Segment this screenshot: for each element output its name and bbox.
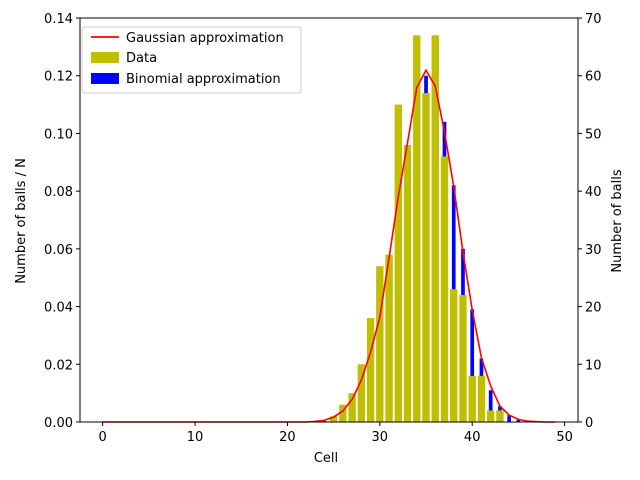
data-bar xyxy=(440,156,449,422)
data-bar xyxy=(348,393,356,422)
legend-binomial-label: Binomial approximation xyxy=(126,72,281,87)
data-bars xyxy=(329,35,504,423)
data-bar xyxy=(413,35,421,423)
x-axis-label: Cell xyxy=(314,451,338,466)
legend-binomial-swatch xyxy=(91,73,119,84)
data-bar xyxy=(468,375,476,422)
x-tick-label: 30 xyxy=(372,430,389,445)
data-bar xyxy=(394,104,402,423)
binomial-bar xyxy=(488,390,493,422)
y-tick-label-right: 60 xyxy=(585,70,602,85)
x-tick-label: 50 xyxy=(556,430,573,445)
y-tick-label-right: 10 xyxy=(585,358,602,373)
y-axis-label-right: Number of balls xyxy=(610,169,625,272)
data-bar xyxy=(366,318,375,422)
legend: Gaussian approximation Data Binomial app… xyxy=(81,26,302,94)
data-bar xyxy=(496,410,504,422)
binomial-bar xyxy=(516,419,521,422)
y-tick-label-left: 0.14 xyxy=(44,12,73,27)
y-tick-label-right: 40 xyxy=(585,185,602,200)
y-tick-label-left: 0.06 xyxy=(44,243,73,258)
data-bar xyxy=(459,295,467,422)
y-tick-label-right: 0 xyxy=(585,416,593,431)
data-bar xyxy=(431,35,439,423)
y-tick-label-right: 20 xyxy=(585,301,602,316)
x-tick-label: 20 xyxy=(279,430,296,445)
y-tick-label-right: 50 xyxy=(585,127,602,142)
data-bar xyxy=(357,364,366,422)
data-bar xyxy=(403,144,412,422)
y-tick-label-left: 0.00 xyxy=(44,416,73,431)
legend-box xyxy=(81,26,302,94)
data-bar xyxy=(329,416,338,422)
legend-data-swatch xyxy=(91,52,119,63)
data-bar xyxy=(450,289,458,422)
y-tick-label-right: 30 xyxy=(585,243,602,258)
data-bar xyxy=(376,266,384,422)
x-tick-label: 10 xyxy=(187,430,204,445)
y-tick-label-left: 0.08 xyxy=(44,185,73,200)
x-tick-label: 0 xyxy=(98,430,106,445)
legend-gaussian-label: Gaussian approximation xyxy=(126,31,284,46)
plot-frame xyxy=(79,17,579,423)
data-bar xyxy=(477,375,486,422)
y-tick-label-left: 0.02 xyxy=(44,358,73,373)
y-tick-label-left: 0.10 xyxy=(44,127,73,142)
y-tick-label-left: 0.12 xyxy=(44,70,73,85)
data-bar xyxy=(339,404,347,422)
axes: 0 10 20 30 40 50 0.00 0.02 0.04 0.06 0.08 0.10 0.12 0… xyxy=(44,12,602,445)
legend-data-label: Data xyxy=(126,51,157,66)
binomial-bar xyxy=(322,420,327,422)
y-tick-label-left: 0.04 xyxy=(44,301,73,316)
x-tick-label: 40 xyxy=(464,430,481,445)
data-bar xyxy=(385,254,393,422)
y-tick-label-right: 70 xyxy=(585,12,602,27)
y-axis-label-left: Number of balls / N xyxy=(14,158,29,284)
data-bar xyxy=(486,410,495,422)
binomial-bar xyxy=(470,309,475,422)
binomial-bar xyxy=(507,415,512,422)
data-bar xyxy=(422,93,430,423)
